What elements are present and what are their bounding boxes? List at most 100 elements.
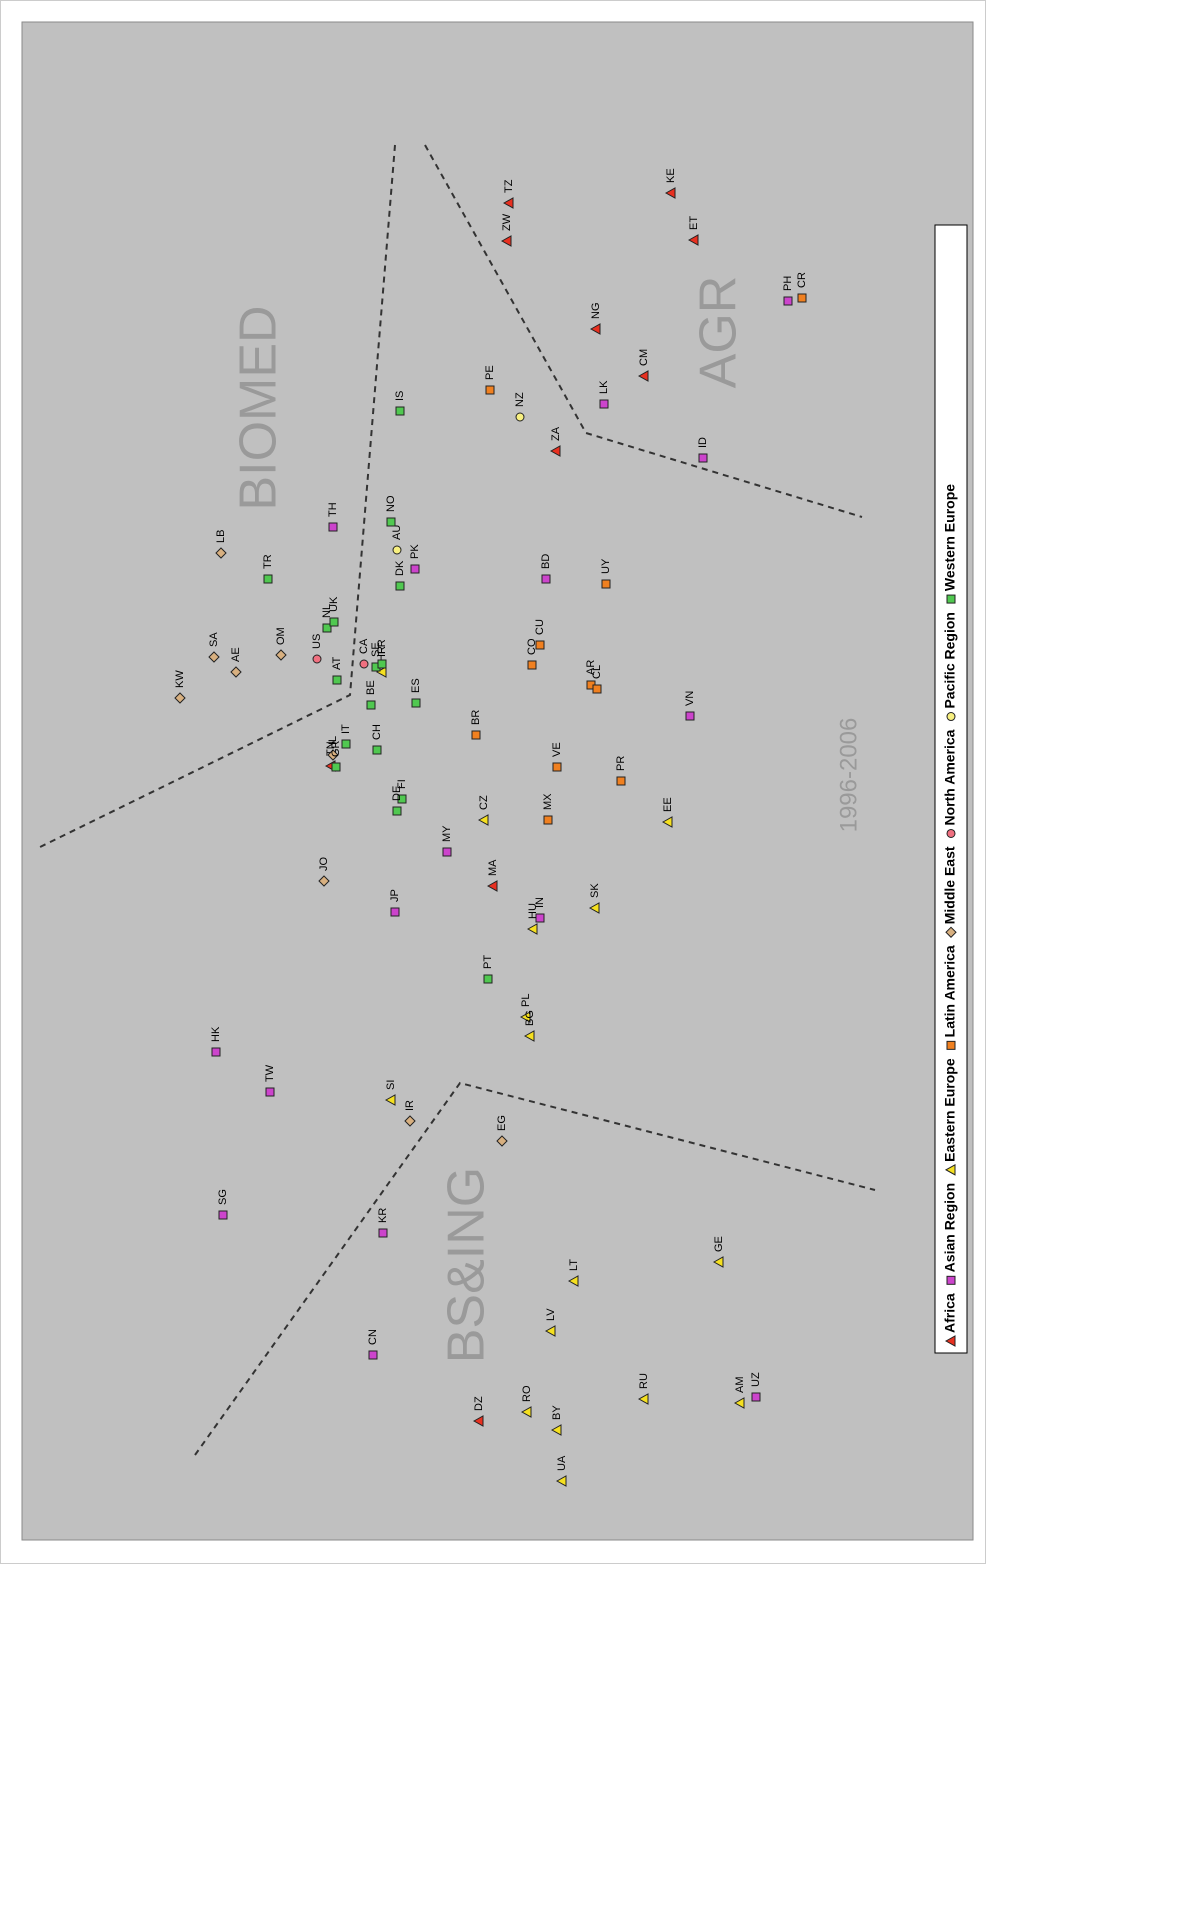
marker <box>687 234 699 246</box>
legend-label: Latin America <box>942 945 958 1037</box>
marker <box>395 406 405 416</box>
point-label: SK <box>589 883 601 898</box>
marker <box>477 814 489 826</box>
point-label: KE <box>665 168 677 183</box>
marker <box>275 649 287 661</box>
marker <box>378 1228 388 1238</box>
legend-swatch <box>946 1040 956 1050</box>
point-label: US <box>311 634 323 649</box>
point-label: SI <box>385 1080 397 1090</box>
point-label: GR <box>330 740 342 757</box>
point-label: AM <box>734 1377 746 1394</box>
point-label: BY <box>551 1405 563 1420</box>
point-label: FR <box>376 639 388 654</box>
marker <box>544 1325 556 1337</box>
point-label: KW <box>174 670 186 688</box>
point-label: RU <box>638 1373 650 1389</box>
point-label: PT <box>482 955 494 969</box>
marker <box>519 1011 531 1023</box>
point-label: GE <box>713 1236 725 1252</box>
point-label: BD <box>540 554 552 569</box>
marker <box>174 692 186 704</box>
point-label: IL <box>327 736 339 745</box>
legend-label: Eastern Europe <box>942 1058 958 1162</box>
point-label: EE <box>662 797 674 812</box>
marker <box>218 1210 228 1220</box>
marker <box>341 739 351 749</box>
point-label: OM <box>275 627 287 645</box>
divider <box>424 144 863 518</box>
legend-swatch <box>946 712 956 722</box>
point-label: EG <box>496 1115 508 1131</box>
marker <box>404 1115 416 1127</box>
marker <box>698 453 708 463</box>
marker <box>483 974 493 984</box>
legend-label: Asian Region <box>942 1183 958 1272</box>
point-label: CO <box>526 638 538 655</box>
point-label: CH <box>371 724 383 740</box>
point-label: AT <box>331 656 343 670</box>
marker <box>664 187 676 199</box>
marker <box>485 385 495 395</box>
marker <box>549 445 561 457</box>
marker <box>541 574 551 584</box>
marker <box>500 235 512 247</box>
point-label: CZ <box>478 795 490 810</box>
marker <box>588 902 600 914</box>
marker <box>386 517 396 527</box>
point-label: CA <box>358 638 370 654</box>
point-label: CN <box>367 1329 379 1345</box>
marker <box>601 579 611 589</box>
annotation: AGR <box>690 276 748 389</box>
point-label: NL <box>321 604 333 618</box>
marker <box>685 711 695 721</box>
point-label: CL <box>591 665 603 679</box>
legend <box>934 224 968 1354</box>
marker <box>535 640 545 650</box>
point-label: SG <box>217 1189 229 1205</box>
marker <box>327 749 339 761</box>
annotation: 1996-2006 <box>835 718 862 833</box>
point-label: IR <box>404 1100 416 1111</box>
marker <box>331 762 341 772</box>
marker <box>392 545 402 555</box>
point-label: MA <box>487 859 499 876</box>
point-label: TZ <box>503 179 515 193</box>
marker <box>589 323 601 335</box>
marker <box>384 1094 396 1106</box>
marker <box>392 806 402 816</box>
point-label: IS <box>394 391 406 401</box>
point-label: LT <box>568 1259 580 1271</box>
marker <box>230 666 242 678</box>
point-label: BE <box>365 680 377 695</box>
point-label: HR <box>376 646 388 662</box>
legend-swatch <box>945 926 957 938</box>
marker <box>377 659 387 669</box>
marker <box>471 730 481 740</box>
point-label: UY <box>600 558 612 574</box>
marker <box>472 1415 484 1427</box>
point-label: NO <box>385 495 397 512</box>
point-label: PH <box>782 276 794 291</box>
marker <box>515 412 525 422</box>
point-label: AR <box>585 660 597 675</box>
point-label: IN <box>534 897 546 908</box>
marker <box>550 1424 562 1436</box>
marker <box>520 1406 532 1418</box>
point-label: TR <box>262 554 274 569</box>
point-label: PR <box>615 756 627 771</box>
point-label: ZW <box>501 213 513 231</box>
marker <box>661 816 673 828</box>
legend-swatch <box>944 1335 956 1347</box>
marker <box>526 923 538 935</box>
point-label: BR <box>470 710 482 725</box>
point-label: AU <box>391 525 403 540</box>
point-label: UZ <box>750 1372 762 1387</box>
marker <box>410 564 420 574</box>
point-label: ES <box>410 678 422 693</box>
marker <box>395 581 405 591</box>
marker <box>599 399 609 409</box>
marker <box>329 617 339 627</box>
marker <box>496 1135 508 1147</box>
divider <box>37 144 396 849</box>
